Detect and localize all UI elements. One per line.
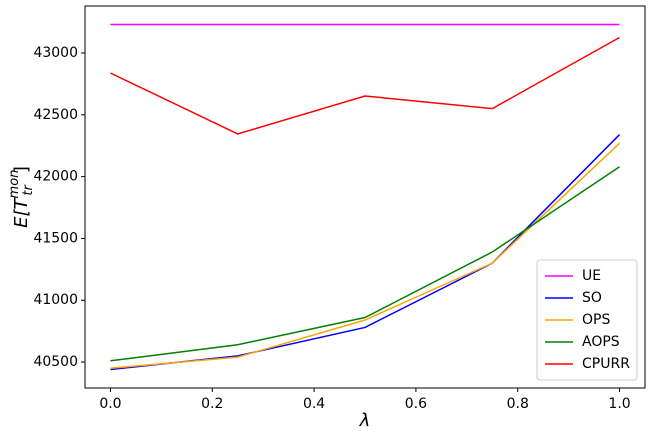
y-label-base: E[T — [11, 196, 32, 227]
y-tick-label: 42000 — [33, 169, 78, 185]
legend-label: OPS — [582, 312, 610, 328]
legend: UE SO OPS AOPS CPURR — [536, 259, 638, 381]
y-label-close: ] — [11, 166, 32, 173]
plot-frame — [84, 5, 646, 389]
x-tick-label: 0.0 — [99, 396, 121, 412]
legend-label: UE — [582, 268, 601, 284]
y-label-sub: tr — [21, 184, 36, 196]
y-tick-label: 43000 — [33, 45, 78, 61]
x-tick-label: 0.2 — [201, 396, 223, 412]
y-tick-label: 40500 — [33, 354, 78, 370]
y-tick-label: 41000 — [33, 292, 78, 308]
x-tick-label: 0.6 — [405, 396, 427, 412]
y-tick-label: 42500 — [33, 107, 78, 123]
x-axis-label: λ — [359, 410, 371, 431]
legend-box — [536, 259, 638, 381]
y-tick-label: 41500 — [33, 230, 78, 246]
legend-label: SO — [582, 290, 602, 306]
x-tick-label: 0.8 — [507, 396, 529, 412]
legend-label: AOPS — [582, 334, 620, 350]
y-axis-label: E[Tmontr] — [7, 166, 36, 228]
line-series — [110, 166, 620, 362]
x-tick-label: 0.4 — [303, 396, 325, 412]
y-label-sup: mon — [7, 170, 22, 199]
x-tick-label: 1.0 — [608, 396, 630, 412]
legend-label: CPURR — [582, 356, 630, 372]
line-series — [110, 36, 620, 135]
